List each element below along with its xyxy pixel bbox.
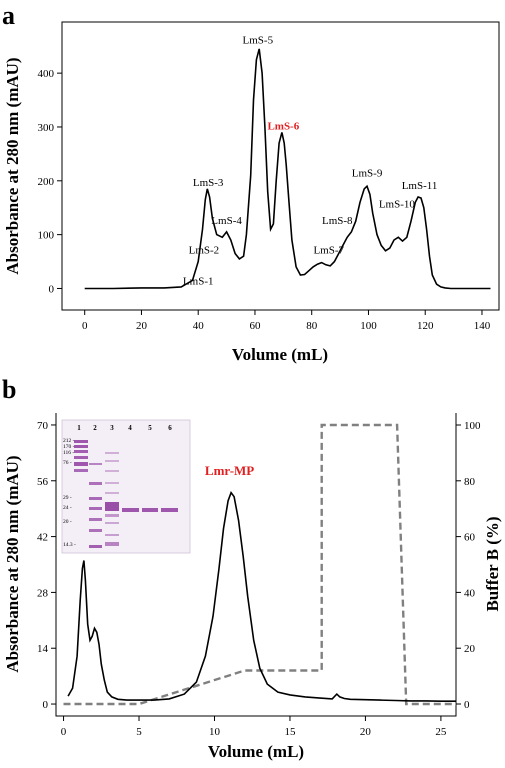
gel-marker-label: 20 - (63, 519, 72, 525)
panel-b-x-tick-label: 10 (209, 726, 221, 738)
panel-b-right-y-axis: 0 20 40 60 80 100 (456, 420, 481, 711)
panel-a-x-tick-label: 60 (249, 320, 261, 332)
panel-b-plot-frame (55, 413, 457, 717)
panel-b-x-axis: 0 5 10 15 20 25 (61, 716, 447, 738)
panel-b-y2-tick-label: 80 (464, 476, 476, 488)
gel-lane-number: 2 (93, 424, 97, 432)
panel-a-peak-label: LmS-1 (183, 276, 214, 288)
panel-b-peak-label: Lmr-MP (205, 463, 254, 478)
panel-b-x-axis-label: Volume (mL) (208, 742, 304, 761)
panel-a-y-tick-label: 100 (38, 230, 55, 242)
panel-b-x-tick-label: 25 (435, 726, 447, 738)
panel-a-peak-label: LmS-6 (267, 121, 299, 133)
sds-page-gel-inset: 1 2 3 4 5 6 212 -170 -116 - 76 - 29 - 24 - 20 - 14… (61, 419, 191, 554)
panel-a-y-tick-label: 200 (38, 176, 55, 188)
panel-b-y-tick-label: 28 (37, 587, 49, 599)
panel-a-x-axis-label: Volume (mL) (232, 345, 328, 364)
panel-b-y-tick-label: 0 (43, 699, 49, 711)
panel-a-peak-label: LmS-3 (193, 177, 224, 189)
panel-b-x-tick-label: 5 (136, 726, 142, 738)
panel-a-x-tick-label: 120 (417, 320, 434, 332)
panel-b-y2-tick-label: 40 (464, 587, 476, 599)
gel-lane-number: 5 (148, 424, 152, 432)
panel-a-x-tick-label: 140 (474, 320, 491, 332)
gel-lane-number: 3 (110, 424, 114, 432)
panel-a-peak-label: LmS-8 (322, 215, 353, 227)
panel-a-peak-label: LmS-9 (352, 167, 383, 179)
panel-a-peak-label: LmS-5 (243, 35, 274, 47)
panel-a-chromatogram-line (84, 48, 491, 290)
panel-a-y-tick-label: 300 (38, 122, 55, 134)
panel-a-x-tick-label: 20 (136, 320, 148, 332)
panel-a-peak-label: LmS-2 (189, 244, 220, 256)
panel-b-y-tick-label: 14 (37, 643, 49, 655)
panel-a-peak-label: LmS-11 (402, 180, 438, 192)
panel-a-x-tick-label: 40 (193, 320, 205, 332)
panel-a-x-axis: 0 20 40 60 80 100 120 140 (82, 310, 491, 332)
gel-marker-label: 29 - (63, 495, 72, 501)
gel-marker-label: 116 - (63, 450, 74, 456)
gel-marker-label: 170 - (63, 444, 75, 450)
panel-a-peak-label: LmS-4 (211, 215, 242, 227)
panel-a-y-tick-label: 0 (49, 283, 55, 295)
panel-b-x-tick-label: 20 (360, 726, 372, 738)
panel-b-y-tick-label: 42 (37, 532, 48, 544)
panel-b-y2-tick-label: 0 (464, 699, 470, 711)
gel-marker-label: 212 - (63, 438, 75, 444)
panel-a-y-tick-label: 400 (38, 68, 55, 80)
panel-a-peak-label: LmS-10 (379, 199, 416, 211)
panel-b-left-y-axis-label: Absorbance at 280 nm (mAU) (3, 455, 22, 672)
panel-a-y-axis: 0 100 200 300 400 (38, 68, 62, 295)
gel-lane-number: 6 (168, 424, 172, 432)
panel-b-y-tick-label: 56 (37, 476, 49, 488)
gel-marker-label: 76 - (63, 460, 72, 466)
gel-lane-number: 1 (77, 424, 81, 432)
panel-b-y2-tick-label: 100 (464, 420, 481, 432)
panel-a-x-tick-label: 0 (82, 320, 88, 332)
panel-b-right-y-axis-label: Buffer B (%) (483, 516, 502, 611)
panel-a-y-axis-label: Absorbance at 280 nm (mAU) (3, 57, 22, 274)
panel-b-chromatogram-line (67, 491, 456, 702)
gel-bands (74, 440, 178, 548)
panel-b-peak-labels: Lmr-MP (205, 463, 254, 478)
gel-marker-label: 24 - (63, 505, 72, 511)
gel-marker-labels: 212 -170 -116 - 76 - 29 - 24 - 20 - 14.3 - (63, 438, 76, 548)
panel-b-y2-tick-label: 20 (464, 643, 476, 655)
panel-a-peak-labels: LmS-1 LmS-2 LmS-3 LmS-4 LmS-5 LmS-6 LmS-7 LmS-8… (183, 35, 437, 288)
panel-a-label: a (2, 1, 15, 30)
panel-b-buffer-b-gradient-line (63, 423, 456, 706)
gel-lane-numbers: 1 2 3 4 5 6 (77, 424, 172, 432)
panel-b-y2-tick-label: 60 (464, 532, 476, 544)
panel-a-x-tick-label: 100 (360, 320, 377, 332)
panel-b-x-tick-label: 15 (284, 726, 296, 738)
panel-b-y-tick-label: 70 (37, 420, 49, 432)
panel-a-peak-label: LmS-7 (313, 244, 344, 256)
panel-b-label: b (2, 375, 16, 404)
gel-marker-label: 14.3 - (63, 542, 76, 548)
panel-a-x-tick-label: 80 (306, 320, 318, 332)
panel-b-left-y-axis: 0 14 28 42 56 70 (37, 420, 56, 711)
panel-a-plot-frame (61, 21, 500, 311)
gel-lane-number: 4 (128, 424, 132, 432)
panel-b-x-tick-label: 0 (61, 726, 67, 738)
